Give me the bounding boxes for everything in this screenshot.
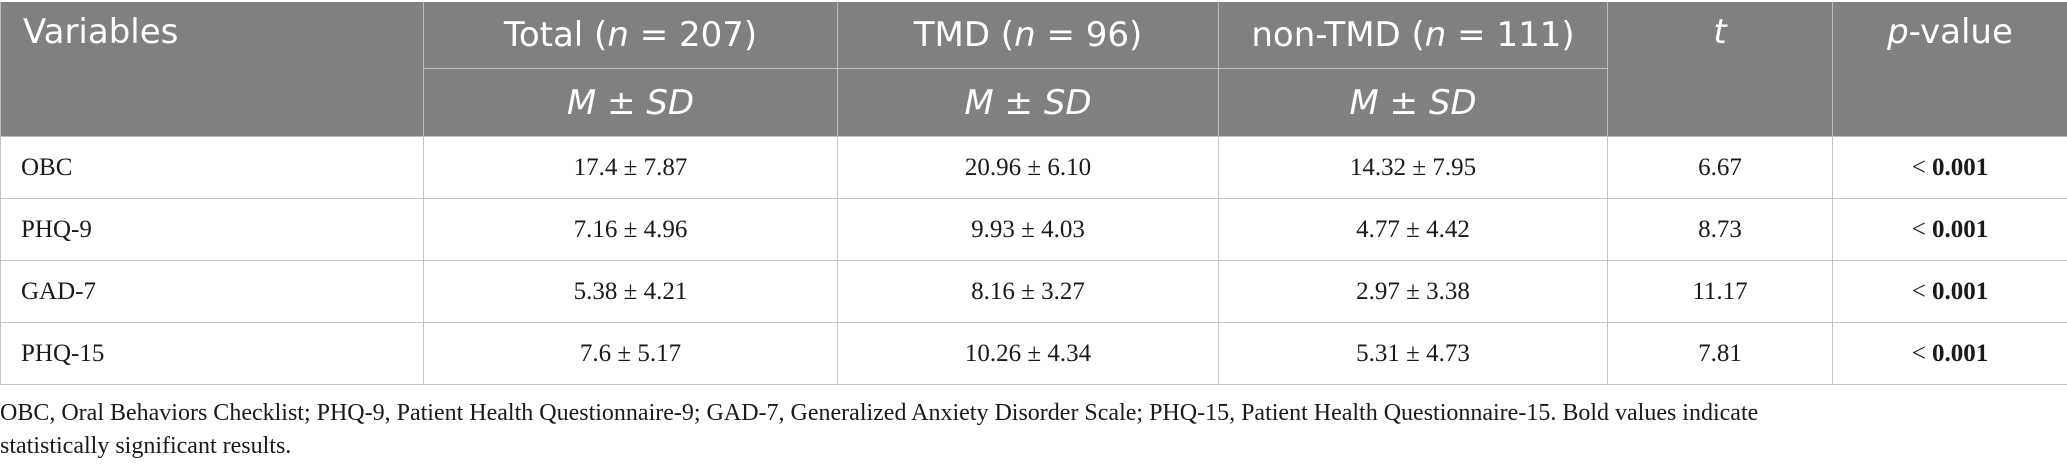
cell-t: 6.67 — [1607, 136, 1833, 199]
row-label: PHQ-9 — [0, 198, 424, 261]
footnote-line: statistically significant results. — [0, 433, 292, 459]
header-row-1: Variables Total (n = 207) TMD (n = 96) n… — [0, 2, 2067, 137]
cell-tmd: 9.93 ± 4.03 — [837, 198, 1219, 261]
cell-total: 7.16 ± 4.96 — [423, 198, 838, 261]
header-non-tmd: non-TMD (n = 111) — [1218, 2, 1608, 69]
footnote-line: OBC, Oral Behaviors Checklist; PHQ-9, Pa… — [0, 400, 1759, 426]
table-row: OBC 17.4 ± 7.87 20.96 ± 6.10 14.32 ± 7.9… — [0, 136, 2067, 199]
table-row: PHQ-9 7.16 ± 4.96 9.93 ± 4.03 4.77 ± 4.4… — [0, 198, 2067, 261]
cell-p-value: < 0.001 — [1832, 322, 2067, 385]
row-label: PHQ-15 — [0, 322, 424, 385]
cell-tmd: 20.96 ± 6.10 — [837, 136, 1219, 199]
cell-non-tmd: 5.31 ± 4.73 — [1218, 322, 1608, 385]
table-row: GAD-7 5.38 ± 4.21 8.16 ± 3.27 2.97 ± 3.3… — [0, 260, 2067, 323]
subheader-total-stat: M ± SD — [423, 68, 838, 137]
cell-p-value: < 0.001 — [1832, 260, 2067, 323]
header-p-value: p-value — [1832, 2, 2067, 137]
header-row-2: M ± SD M ± SD M ± SD — [1, 68, 2067, 137]
cell-t: 11.17 — [1607, 260, 1833, 323]
cell-total: 17.4 ± 7.87 — [423, 136, 838, 199]
header-variables: Variables — [0, 2, 424, 137]
cell-total: 7.6 ± 5.17 — [423, 322, 838, 385]
table-footnote: OBC, Oral Behaviors Checklist; PHQ-9, Pa… — [0, 397, 2067, 463]
cell-t: 7.81 — [1607, 322, 1833, 385]
cell-non-tmd: 14.32 ± 7.95 — [1218, 136, 1608, 199]
table-row: PHQ-15 7.6 ± 5.17 10.26 ± 4.34 5.31 ± 4.… — [0, 322, 2067, 385]
cell-tmd: 10.26 ± 4.34 — [837, 322, 1219, 385]
row-label: GAD-7 — [0, 260, 424, 323]
header-tmd: TMD (n = 96) — [837, 2, 1219, 69]
cell-t: 8.73 — [1607, 198, 1833, 261]
cell-total: 5.38 ± 4.21 — [423, 260, 838, 323]
row-label: OBC — [0, 136, 424, 199]
cell-tmd: 8.16 ± 3.27 — [837, 260, 1219, 323]
cell-p-value: < 0.001 — [1832, 198, 2067, 261]
header-t: t — [1607, 2, 1833, 137]
cell-p-value: < 0.001 — [1832, 136, 2067, 199]
results-table: Variables Total (n = 207) TMD (n = 96) n… — [0, 2, 2067, 385]
header-total: Total (n = 207) — [423, 2, 838, 69]
subheader-tmd-stat: M ± SD — [837, 68, 1219, 137]
cell-non-tmd: 4.77 ± 4.42 — [1218, 198, 1608, 261]
cell-non-tmd: 2.97 ± 3.38 — [1218, 260, 1608, 323]
subheader-non-tmd-stat: M ± SD — [1218, 68, 1608, 137]
